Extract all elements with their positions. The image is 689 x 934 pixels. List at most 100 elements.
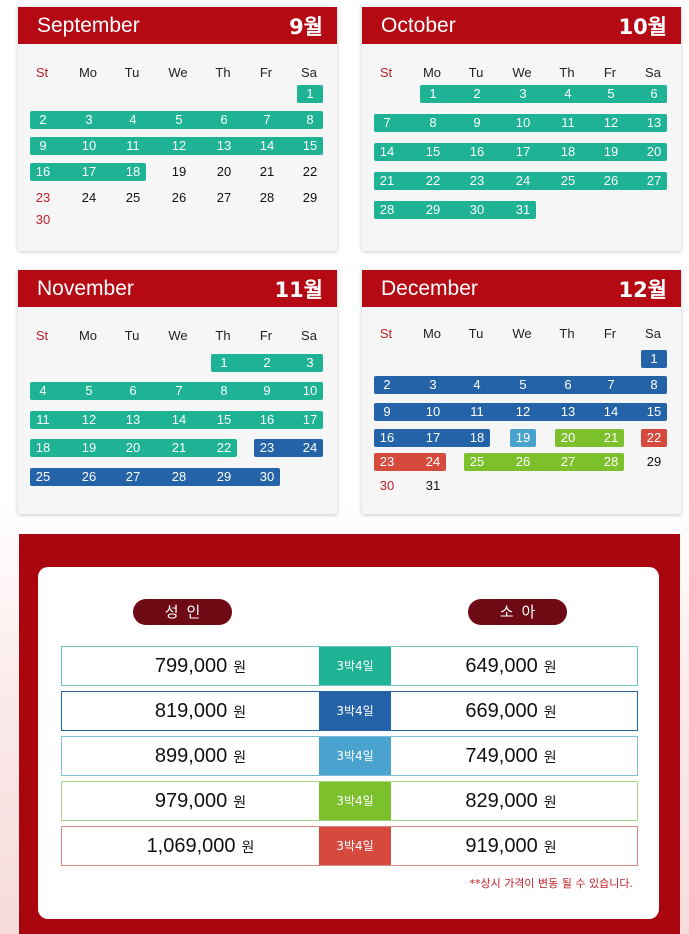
calendar-day[interactable]: 18	[560, 144, 576, 159]
calendar-day[interactable]: 12	[603, 115, 619, 130]
calendar-day[interactable]: 3	[306, 355, 314, 370]
calendar-day[interactable]: 19	[603, 144, 619, 159]
calendar-day[interactable]: 16	[35, 164, 51, 179]
calendar-day[interactable]: 30	[379, 478, 395, 493]
calendar-day[interactable]: 16	[469, 144, 485, 159]
calendar-day[interactable]: 23	[35, 190, 51, 205]
calendar-day[interactable]: 24	[302, 440, 318, 455]
calendar-day[interactable]: 25	[35, 469, 51, 484]
calendar-day[interactable]: 25	[560, 173, 576, 188]
calendar-day[interactable]: 15	[646, 404, 662, 419]
calendar-day[interactable]: 28	[379, 202, 395, 217]
calendar-day[interactable]: 2	[263, 355, 271, 370]
calendar-day[interactable]: 13	[216, 138, 232, 153]
calendar-day[interactable]: 21	[603, 430, 619, 445]
calendar-day[interactable]: 12	[515, 404, 531, 419]
calendar-day[interactable]: 7	[607, 377, 615, 392]
calendar-day[interactable]: 23	[469, 173, 485, 188]
calendar-day[interactable]: 28	[171, 469, 187, 484]
calendar-day[interactable]: 9	[263, 383, 271, 398]
calendar-day[interactable]: 11	[126, 138, 140, 153]
calendar-day[interactable]: 30	[259, 469, 275, 484]
calendar-day[interactable]: 11	[36, 412, 50, 427]
calendar-day[interactable]: 24	[81, 190, 97, 205]
calendar-day[interactable]: 18	[469, 430, 485, 445]
calendar-day[interactable]: 8	[650, 377, 658, 392]
calendar-day[interactable]: 6	[220, 112, 228, 127]
calendar-day[interactable]: 17	[81, 164, 97, 179]
calendar-day[interactable]: 16	[379, 430, 395, 445]
calendar-day[interactable]: 12	[81, 412, 97, 427]
calendar-day[interactable]: 11	[561, 115, 575, 130]
calendar-day[interactable]: 15	[425, 144, 441, 159]
calendar-day[interactable]: 31	[425, 478, 441, 493]
calendar-day[interactable]: 5	[519, 377, 527, 392]
calendar-day[interactable]: 22	[646, 430, 662, 445]
calendar-day[interactable]: 27	[560, 454, 576, 469]
calendar-day[interactable]: 1	[650, 351, 658, 366]
calendar-day[interactable]: 13	[125, 412, 141, 427]
calendar-day[interactable]: 9	[473, 115, 481, 130]
calendar-day[interactable]: 1	[306, 86, 314, 101]
calendar-day[interactable]: 2	[473, 86, 481, 101]
calendar-day[interactable]: 13	[560, 404, 576, 419]
calendar-day[interactable]: 4	[564, 86, 572, 101]
calendar-day[interactable]: 13	[646, 115, 662, 130]
calendar-day[interactable]: 10	[302, 383, 318, 398]
calendar-day[interactable]: 4	[39, 383, 47, 398]
calendar-day[interactable]: 10	[81, 138, 97, 153]
calendar-day[interactable]: 7	[263, 112, 271, 127]
calendar-day[interactable]: 19	[515, 430, 531, 445]
calendar-day[interactable]: 1	[429, 86, 437, 101]
calendar-day[interactable]: 21	[259, 164, 275, 179]
calendar-day[interactable]: 29	[216, 469, 232, 484]
calendar-day[interactable]: 2	[383, 377, 391, 392]
calendar-day[interactable]: 27	[646, 173, 662, 188]
calendar-day[interactable]: 19	[171, 164, 187, 179]
calendar-day[interactable]: 17	[515, 144, 531, 159]
calendar-day[interactable]: 5	[175, 112, 183, 127]
calendar-day[interactable]: 9	[39, 138, 47, 153]
calendar-day[interactable]: 17	[302, 412, 318, 427]
calendar-day[interactable]: 24	[515, 173, 531, 188]
calendar-day[interactable]: 20	[560, 430, 576, 445]
calendar-day[interactable]: 31	[515, 202, 531, 217]
calendar-day[interactable]: 17	[425, 430, 441, 445]
calendar-day[interactable]: 25	[125, 190, 141, 205]
calendar-day[interactable]: 12	[171, 138, 187, 153]
calendar-day[interactable]: 28	[259, 190, 275, 205]
calendar-day[interactable]: 2	[39, 112, 47, 127]
calendar-day[interactable]: 29	[302, 190, 318, 205]
calendar-day[interactable]: 15	[216, 412, 232, 427]
calendar-day[interactable]: 18	[35, 440, 51, 455]
calendar-day[interactable]: 3	[429, 377, 437, 392]
calendar-day[interactable]: 8	[220, 383, 228, 398]
calendar-day[interactable]: 29	[425, 202, 441, 217]
calendar-day[interactable]: 20	[646, 144, 662, 159]
calendar-day[interactable]: 6	[564, 377, 572, 392]
calendar-day[interactable]: 29	[646, 454, 662, 469]
calendar-day[interactable]: 25	[469, 454, 485, 469]
calendar-day[interactable]: 20	[216, 164, 232, 179]
calendar-day[interactable]: 22	[425, 173, 441, 188]
calendar-day[interactable]: 23	[259, 440, 275, 455]
calendar-day[interactable]: 30	[469, 202, 485, 217]
calendar-day[interactable]: 3	[85, 112, 93, 127]
calendar-day[interactable]: 15	[302, 138, 318, 153]
calendar-day[interactable]: 5	[607, 86, 615, 101]
calendar-day[interactable]: 27	[216, 190, 232, 205]
calendar-day[interactable]: 19	[81, 440, 97, 455]
calendar-day[interactable]: 10	[425, 404, 441, 419]
calendar-day[interactable]: 22	[216, 440, 232, 455]
calendar-day[interactable]: 10	[515, 115, 531, 130]
calendar-day[interactable]: 14	[259, 138, 275, 153]
calendar-day[interactable]: 26	[515, 454, 531, 469]
calendar-day[interactable]: 21	[379, 173, 395, 188]
calendar-day[interactable]: 9	[383, 404, 391, 419]
calendar-day[interactable]: 30	[35, 212, 51, 227]
calendar-day[interactable]: 26	[171, 190, 187, 205]
calendar-day[interactable]: 26	[603, 173, 619, 188]
calendar-day[interactable]: 6	[650, 86, 658, 101]
calendar-day[interactable]: 20	[125, 440, 141, 455]
calendar-day[interactable]: 11	[470, 404, 484, 419]
